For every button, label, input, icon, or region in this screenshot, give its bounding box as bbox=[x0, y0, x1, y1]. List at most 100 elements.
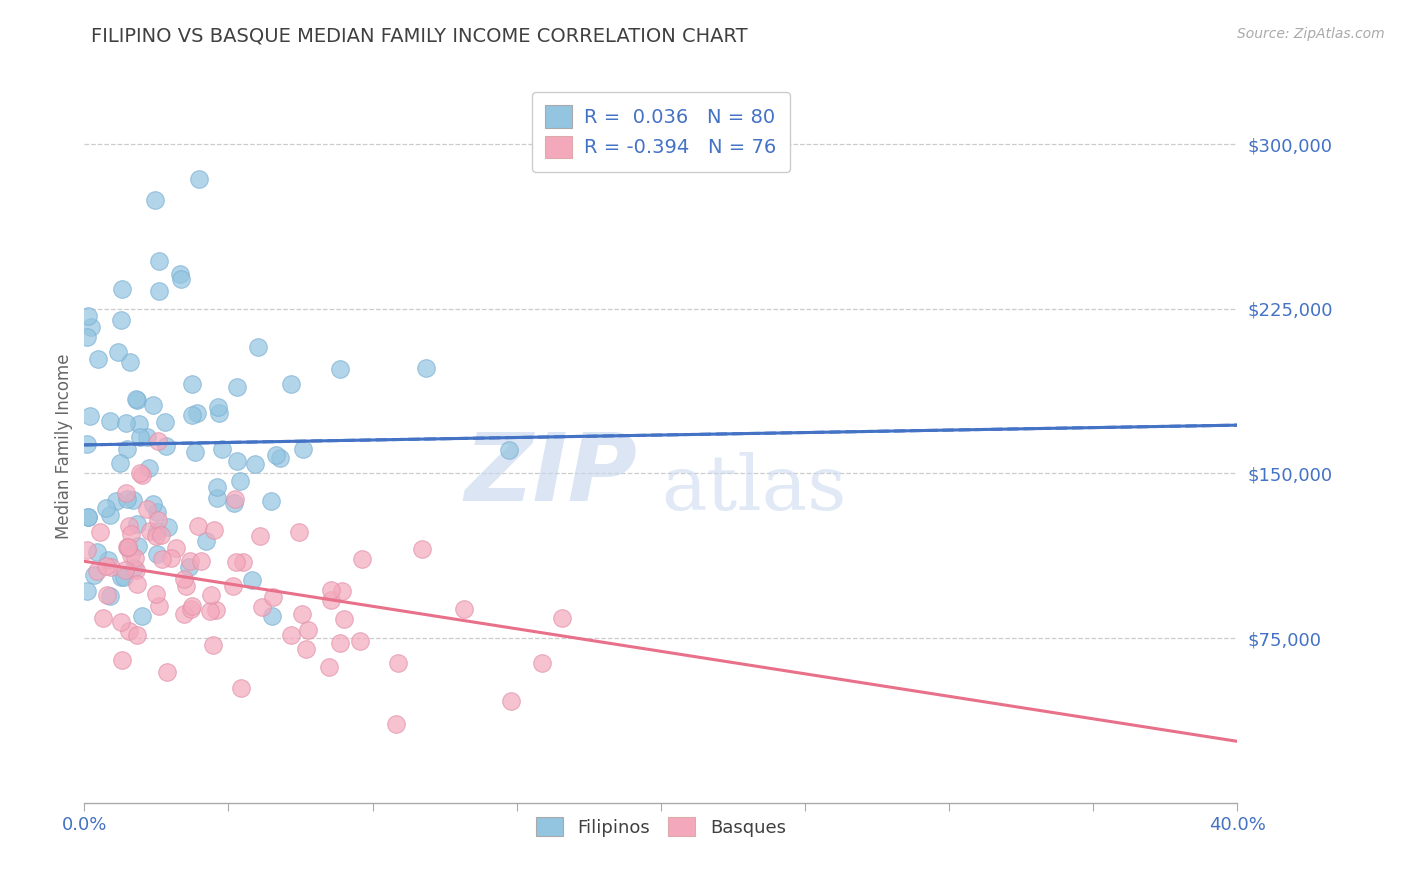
Point bbox=[143, 194, 166, 208]
Point bbox=[264, 448, 287, 462]
Point bbox=[128, 417, 150, 431]
Point bbox=[269, 450, 291, 465]
Point bbox=[86, 564, 108, 578]
Point bbox=[148, 253, 170, 268]
Point bbox=[98, 414, 121, 428]
Point bbox=[240, 573, 263, 587]
Point bbox=[87, 351, 110, 366]
Point bbox=[181, 599, 204, 613]
Point bbox=[330, 584, 353, 599]
Text: atlas: atlas bbox=[661, 452, 846, 525]
Point bbox=[117, 540, 139, 554]
Point bbox=[125, 628, 148, 642]
Point bbox=[118, 518, 141, 533]
Point bbox=[249, 529, 271, 543]
Point bbox=[280, 376, 302, 391]
Point bbox=[110, 570, 132, 584]
Point bbox=[184, 445, 207, 459]
Point bbox=[76, 510, 98, 524]
Point bbox=[229, 681, 252, 695]
Point bbox=[177, 559, 200, 574]
Point bbox=[122, 493, 145, 508]
Point bbox=[125, 393, 148, 408]
Point bbox=[96, 500, 118, 515]
Point bbox=[208, 406, 231, 420]
Point bbox=[150, 552, 173, 566]
Point bbox=[288, 525, 311, 540]
Point bbox=[169, 267, 191, 281]
Point bbox=[205, 603, 228, 617]
Point bbox=[125, 576, 148, 591]
Point bbox=[107, 344, 129, 359]
Point bbox=[297, 623, 319, 637]
Point bbox=[201, 638, 224, 652]
Point bbox=[145, 529, 167, 543]
Point bbox=[384, 717, 406, 731]
Point bbox=[329, 362, 352, 376]
Point bbox=[110, 313, 132, 327]
Point bbox=[98, 508, 121, 522]
Point bbox=[120, 527, 142, 541]
Point bbox=[142, 497, 165, 511]
Point bbox=[111, 653, 134, 667]
Point bbox=[187, 518, 209, 533]
Point bbox=[117, 491, 139, 506]
Text: ZIP: ZIP bbox=[465, 428, 638, 521]
Y-axis label: Median Family Income: Median Family Income bbox=[55, 353, 73, 539]
Point bbox=[262, 590, 284, 604]
Point bbox=[89, 524, 111, 539]
Point bbox=[79, 409, 101, 424]
Point bbox=[118, 355, 141, 369]
Point bbox=[77, 510, 100, 524]
Point bbox=[114, 416, 136, 430]
Point bbox=[136, 501, 159, 516]
Point bbox=[170, 272, 193, 286]
Point bbox=[252, 599, 274, 614]
Point bbox=[292, 442, 315, 456]
Point bbox=[179, 554, 201, 568]
Point bbox=[91, 611, 114, 625]
Point bbox=[131, 468, 153, 483]
Point bbox=[146, 434, 169, 448]
Point bbox=[551, 610, 574, 624]
Point bbox=[138, 460, 160, 475]
Point bbox=[226, 454, 249, 468]
Point bbox=[180, 602, 202, 616]
Point bbox=[200, 588, 222, 602]
Point bbox=[194, 533, 217, 548]
Point bbox=[229, 474, 252, 488]
Point bbox=[125, 392, 148, 406]
Point bbox=[124, 551, 146, 566]
Point bbox=[224, 496, 246, 510]
Point bbox=[114, 563, 136, 577]
Point bbox=[155, 415, 177, 429]
Point bbox=[165, 541, 187, 555]
Point bbox=[120, 548, 142, 562]
Point bbox=[181, 377, 204, 392]
Point bbox=[115, 541, 138, 555]
Point bbox=[226, 380, 249, 394]
Point bbox=[246, 340, 269, 354]
Point bbox=[148, 284, 170, 298]
Point bbox=[146, 547, 169, 561]
Point bbox=[97, 553, 120, 567]
Point bbox=[173, 572, 195, 586]
Point bbox=[155, 439, 177, 453]
Point bbox=[115, 442, 138, 457]
Point bbox=[79, 319, 101, 334]
Point bbox=[222, 579, 245, 593]
Point bbox=[129, 466, 152, 480]
Point bbox=[291, 607, 314, 621]
Point bbox=[333, 612, 356, 626]
Point bbox=[110, 615, 132, 630]
Point bbox=[350, 552, 373, 566]
Point bbox=[260, 494, 283, 508]
Point bbox=[501, 694, 523, 708]
Point bbox=[128, 430, 150, 444]
Point bbox=[294, 641, 316, 656]
Point bbox=[498, 443, 520, 458]
Point bbox=[243, 457, 266, 471]
Point bbox=[76, 310, 98, 324]
Point bbox=[349, 634, 371, 648]
Text: FILIPINO VS BASQUE MEDIAN FAMILY INCOME CORRELATION CHART: FILIPINO VS BASQUE MEDIAN FAMILY INCOME … bbox=[91, 27, 748, 45]
